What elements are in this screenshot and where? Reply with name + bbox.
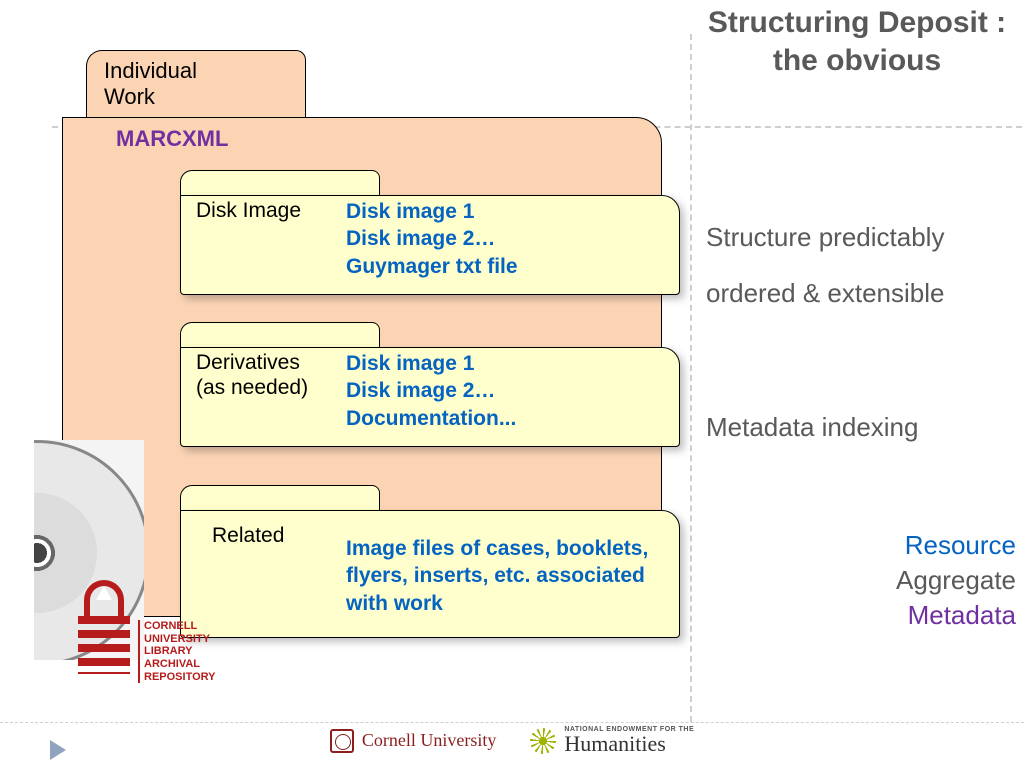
right-text-1: Structure predictably: [706, 222, 944, 253]
footer-logos: Cornell University NATIONAL ENDOWMENT FO…: [0, 722, 1024, 758]
neh-sun-icon: [530, 728, 556, 754]
subfolder-tab: [180, 170, 380, 196]
cornell-logo: Cornell University: [330, 729, 496, 753]
cular-text: CORNELL UNIVERSITY LIBRARY ARCHIVAL REPO…: [138, 620, 216, 683]
outer-folder-label: Individual Work: [104, 58, 197, 111]
slide-title: Structuring Deposit : the obvious: [702, 4, 1012, 81]
subfolder-label: Disk Image: [196, 198, 301, 223]
legend-aggregate: Aggregate: [896, 563, 1016, 598]
subfolder-tab: [180, 322, 380, 348]
cornell-label: Cornell University: [362, 730, 496, 751]
vertical-dash: [690, 34, 692, 722]
subfolder-label: Derivatives (as needed): [196, 350, 308, 400]
outer-folder: Individual Work MARCXML Disk Image Disk …: [62, 50, 662, 640]
neh-big-label: Humanities: [564, 733, 694, 755]
cular-logo: CORNELL UNIVERSITY LIBRARY ARCHIVAL REPO…: [78, 580, 238, 700]
lock-icon: [78, 580, 130, 674]
subfolder-disk-image: Disk Image Disk image 1 Disk image 2… Gu…: [180, 170, 680, 310]
subfolder-derivatives: Derivatives (as needed) Disk image 1 Dis…: [180, 322, 680, 462]
subfolder-content: Disk image 1 Disk image 2… Guymager txt …: [346, 198, 670, 280]
neh-logo: NATIONAL ENDOWMENT FOR THE Humanities: [530, 726, 694, 755]
right-text-2: ordered & extensible: [706, 278, 944, 309]
right-text-3: Metadata indexing: [706, 412, 918, 443]
legend-resource: Resource: [896, 528, 1016, 563]
subfolder-label: Related: [212, 523, 284, 548]
legend-metadata: Metadata: [896, 598, 1016, 633]
subfolder-content: Disk image 1 Disk image 2… Documentation…: [346, 350, 670, 432]
slide-title-block: Structuring Deposit : the obvious: [702, 0, 1012, 81]
marcxml-label: MARCXML: [116, 126, 228, 152]
legend-block: Resource Aggregate Metadata: [896, 528, 1016, 633]
subfolder-content: Image files of cases, booklets, flyers, …: [346, 535, 670, 617]
cornell-seal-icon: [330, 729, 354, 753]
subfolder-tab: [180, 485, 380, 511]
subfolder-related: Related Image files of cases, booklets, …: [180, 485, 680, 655]
